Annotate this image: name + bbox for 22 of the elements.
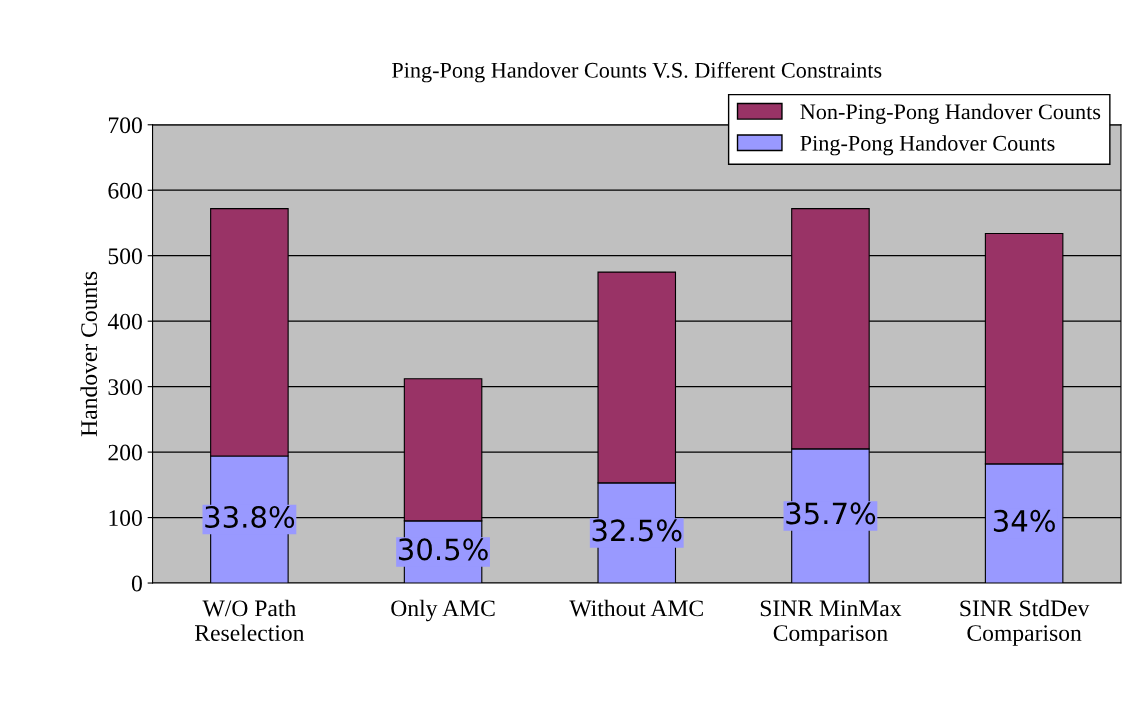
y-tick-label: 600	[108, 182, 142, 199]
y-tick-label: 200	[108, 444, 142, 461]
legend-label: Ping-Pong Handover Counts	[800, 135, 1055, 156]
y-tick-label: 100	[109, 510, 142, 526]
y-axis-title: Handover Counts	[80, 271, 98, 437]
chart-title: Ping-Pong Handover Counts V.S. Different Constraints	[392, 61, 882, 83]
x-tick-label: W/O Path Reselection	[194, 599, 305, 642]
legend-label: Non-Ping-Pong Handover Counts	[800, 103, 1101, 124]
x-tick-label: SINR StdDev Comparison	[960, 599, 1090, 646]
x-tick-label: Only AMC	[391, 599, 495, 622]
x-tick-label: Without AMC	[569, 599, 703, 617]
y-tick-label: 700	[108, 117, 142, 134]
annotation: 35.7%	[786, 502, 876, 525]
annotation: 30.5%	[398, 538, 488, 561]
annotation: 33.8%	[205, 505, 295, 528]
annotation: 32.5%	[592, 519, 682, 542]
y-tick-label: 300	[108, 379, 142, 396]
y-tick-label: 0	[131, 575, 142, 592]
x-tick-label: SINR MinMax Comparison	[760, 600, 902, 646]
annotation: 34%	[993, 509, 1055, 532]
y-tick-label: 400	[107, 313, 142, 330]
y-tick-label: 500	[108, 248, 142, 265]
